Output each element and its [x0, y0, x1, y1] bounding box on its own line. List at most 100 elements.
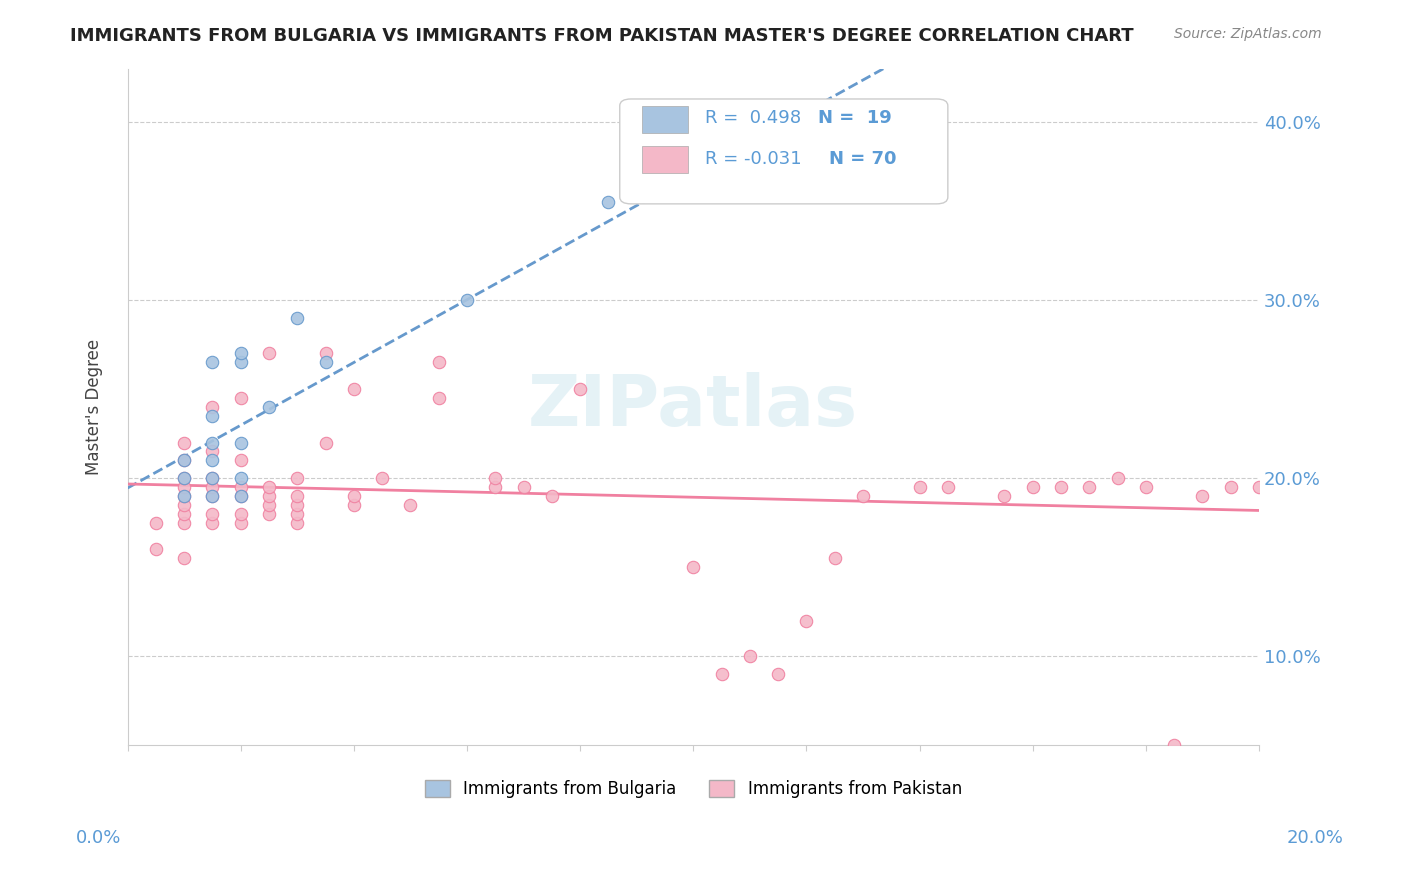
Point — [173, 489, 195, 503]
Point — [229, 471, 252, 485]
Point — [257, 480, 280, 494]
Point — [173, 435, 195, 450]
Point — [201, 435, 224, 450]
Point — [936, 480, 959, 494]
Text: IMMIGRANTS FROM BULGARIA VS IMMIGRANTS FROM PAKISTAN MASTER'S DEGREE CORRELATION: IMMIGRANTS FROM BULGARIA VS IMMIGRANTS F… — [70, 27, 1133, 45]
Point — [285, 516, 308, 530]
Point — [201, 400, 224, 414]
Point — [201, 480, 224, 494]
Y-axis label: Master's Degree: Master's Degree — [86, 339, 103, 475]
Point — [710, 667, 733, 681]
Point — [201, 489, 224, 503]
Point — [229, 489, 252, 503]
Legend: Immigrants from Bulgaria, Immigrants from Pakistan: Immigrants from Bulgaria, Immigrants fro… — [418, 773, 969, 805]
Point — [738, 169, 761, 183]
Point — [257, 346, 280, 360]
Point — [229, 507, 252, 521]
Point — [201, 516, 224, 530]
Point — [173, 507, 195, 521]
FancyBboxPatch shape — [643, 146, 688, 173]
Text: ZIPatlas: ZIPatlas — [529, 372, 858, 442]
Point — [257, 489, 280, 503]
Point — [796, 614, 818, 628]
Point — [145, 542, 167, 557]
Point — [285, 471, 308, 485]
Point — [1107, 471, 1129, 485]
FancyBboxPatch shape — [620, 99, 948, 204]
Point — [484, 471, 506, 485]
Point — [173, 551, 195, 566]
Point — [343, 489, 366, 503]
Point — [315, 346, 337, 360]
Point — [229, 453, 252, 467]
Point — [145, 516, 167, 530]
Point — [399, 498, 422, 512]
Point — [1021, 480, 1043, 494]
Point — [201, 409, 224, 423]
Point — [852, 489, 875, 503]
Text: N =  19: N = 19 — [818, 109, 891, 127]
Point — [173, 453, 195, 467]
Point — [569, 382, 592, 396]
Point — [229, 391, 252, 405]
Text: 20.0%: 20.0% — [1286, 830, 1343, 847]
Point — [257, 498, 280, 512]
Point — [229, 480, 252, 494]
Point — [229, 516, 252, 530]
Point — [766, 667, 789, 681]
Text: N = 70: N = 70 — [830, 150, 897, 168]
Point — [229, 435, 252, 450]
Point — [201, 471, 224, 485]
Point — [315, 355, 337, 369]
Point — [1135, 480, 1157, 494]
Point — [1078, 480, 1101, 494]
Point — [229, 346, 252, 360]
Text: 0.0%: 0.0% — [76, 830, 121, 847]
Point — [201, 453, 224, 467]
Point — [173, 489, 195, 503]
Point — [201, 355, 224, 369]
Point — [1050, 480, 1073, 494]
Point — [512, 480, 534, 494]
Point — [173, 480, 195, 494]
Point — [285, 507, 308, 521]
Point — [993, 489, 1015, 503]
Point — [173, 516, 195, 530]
Point — [201, 471, 224, 485]
Point — [541, 489, 564, 503]
Point — [229, 355, 252, 369]
Point — [285, 310, 308, 325]
Point — [1163, 739, 1185, 753]
Point — [173, 453, 195, 467]
Point — [201, 489, 224, 503]
Text: Source: ZipAtlas.com: Source: ZipAtlas.com — [1174, 27, 1322, 41]
Point — [484, 480, 506, 494]
Point — [371, 471, 394, 485]
Point — [824, 551, 846, 566]
Point — [908, 480, 931, 494]
Point — [1247, 480, 1270, 494]
Point — [1305, 489, 1327, 503]
Text: R = -0.031: R = -0.031 — [704, 150, 801, 168]
Point — [456, 293, 478, 307]
Point — [682, 560, 704, 574]
Point — [1277, 471, 1299, 485]
Point — [343, 382, 366, 396]
Point — [201, 444, 224, 458]
Point — [427, 391, 450, 405]
Point — [201, 507, 224, 521]
Point — [173, 498, 195, 512]
Point — [1191, 489, 1213, 503]
FancyBboxPatch shape — [643, 106, 688, 133]
Point — [173, 471, 195, 485]
Point — [229, 489, 252, 503]
Point — [315, 435, 337, 450]
Point — [285, 498, 308, 512]
Point — [257, 400, 280, 414]
Point — [738, 649, 761, 664]
Point — [427, 355, 450, 369]
Point — [1361, 275, 1384, 289]
Point — [285, 489, 308, 503]
Point — [257, 507, 280, 521]
Point — [173, 471, 195, 485]
